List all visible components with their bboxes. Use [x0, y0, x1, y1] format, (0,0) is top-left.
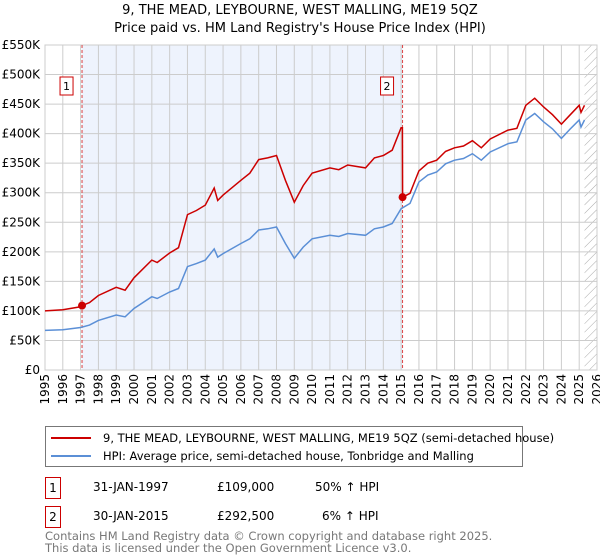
x-tick-label: 2004: [198, 374, 212, 405]
y-tick-label: £250K: [2, 215, 42, 229]
forecast-hatched-region: [584, 45, 597, 370]
x-tick-label: 2006: [234, 374, 248, 405]
hpi-line: [44, 112, 586, 332]
y-tick-label: £200K: [2, 245, 42, 259]
x-tick-label: 2016: [412, 374, 426, 405]
footer-copyright: Contains HM Land Registry data © Crown c…: [45, 529, 493, 543]
transaction-price: £292,500: [217, 509, 275, 523]
legend-item-hpi: HPI: Average price, semi-detached house,…: [51, 447, 474, 465]
x-tick-label: 2015: [394, 374, 408, 405]
x-tick-label: 2011: [323, 374, 337, 405]
x-tick-label: 2014: [376, 374, 390, 405]
x-tick-label: 2001: [145, 374, 159, 405]
x-tick-label: 2026: [590, 374, 600, 405]
transaction-badge: 1: [45, 477, 61, 499]
transaction-hpi-change: 6% ↑ HPI: [322, 509, 379, 523]
x-tick-label: 2017: [430, 374, 444, 405]
sale-label-box: [380, 76, 395, 96]
x-tick-label: 2000: [127, 374, 141, 405]
sale-label: 2: [384, 80, 391, 93]
transaction-price: £109,000: [217, 480, 275, 494]
y-tick-label: £300K: [2, 186, 42, 200]
x-tick-label: 2013: [359, 374, 373, 405]
x-tick-label: 2008: [269, 374, 283, 405]
x-tick-label: 2007: [252, 374, 266, 405]
x-tick-label: 2021: [501, 374, 515, 405]
sale-label-box: [59, 76, 74, 96]
y-tick-label: £100K: [2, 304, 42, 318]
x-tick-label: 2025: [572, 374, 586, 405]
x-tick-label: 2005: [216, 374, 230, 405]
legend-swatch-red: [51, 437, 91, 439]
transaction-row: 2 30-JAN-2015 £292,500 6% ↑ HPI: [45, 506, 565, 528]
y-tick-label: £400K: [2, 127, 42, 141]
footer-licence: This data is licensed under the Open Gov…: [45, 541, 412, 555]
chart-title: 9, THE MEAD, LEYBOURNE, WEST MALLING, ME…: [122, 3, 478, 18]
legend-label: 9, THE MEAD, LEYBOURNE, WEST MALLING, ME…: [103, 431, 555, 445]
transaction-badge: 2: [45, 506, 61, 528]
x-tick-label: 2018: [448, 374, 462, 405]
y-tick-label: £50K: [9, 333, 41, 347]
plot-border: [44, 44, 598, 371]
transaction-date: 30-JAN-2015: [93, 509, 169, 523]
price-paid-line: [44, 97, 586, 312]
x-tick-label: 2020: [483, 374, 497, 405]
transaction-row: 1 31-JAN-1997 £109,000 50% ↑ HPI: [45, 477, 565, 499]
x-tick-label: 1998: [91, 374, 105, 405]
y-tick-label: £550K: [2, 38, 42, 52]
sale-label: 1: [63, 80, 70, 93]
legend-swatch-blue: [51, 455, 91, 457]
x-tick-label: 2019: [465, 374, 479, 405]
x-tick-label: 2002: [163, 374, 177, 405]
chart-subtitle: Price paid vs. HM Land Registry's House …: [114, 21, 486, 36]
ownership-shaded-region: [82, 45, 403, 370]
transaction-date: 31-JAN-1997: [93, 480, 169, 494]
x-tick-label: 2024: [554, 374, 568, 405]
x-tick-label: 2023: [537, 374, 551, 405]
x-tick-label: 2009: [287, 374, 301, 405]
x-tick-label: 1997: [74, 374, 88, 405]
x-tick-label: 2003: [180, 374, 194, 405]
y-tick-label: £450K: [2, 97, 42, 111]
legend-label: HPI: Average price, semi-detached house,…: [103, 449, 474, 463]
y-tick-label: £0: [25, 363, 40, 377]
x-tick-label: 2022: [519, 374, 533, 405]
legend: 9, THE MEAD, LEYBOURNE, WEST MALLING, ME…: [45, 426, 554, 467]
line-chart: 1995 1996 1997 1998 1999 2000 2001 2002 2003 2004…: [2, 38, 600, 405]
x-tick-label: 1999: [109, 374, 123, 405]
sale-point: [78, 301, 87, 310]
x-tick-label: 1995: [38, 374, 52, 405]
transaction-hpi-change: 50% ↑ HPI: [315, 480, 380, 494]
y-tick-label: £150K: [2, 274, 42, 288]
y-tick-label: £500K: [2, 68, 42, 82]
sale-point: [398, 193, 407, 202]
legend-item-property: 9, THE MEAD, LEYBOURNE, WEST MALLING, ME…: [51, 429, 554, 447]
y-tick-label: £350K: [2, 156, 42, 170]
x-tick-label: 1996: [56, 374, 70, 405]
x-tick-label: 2012: [341, 374, 355, 405]
x-tick-label: 2010: [305, 374, 319, 405]
